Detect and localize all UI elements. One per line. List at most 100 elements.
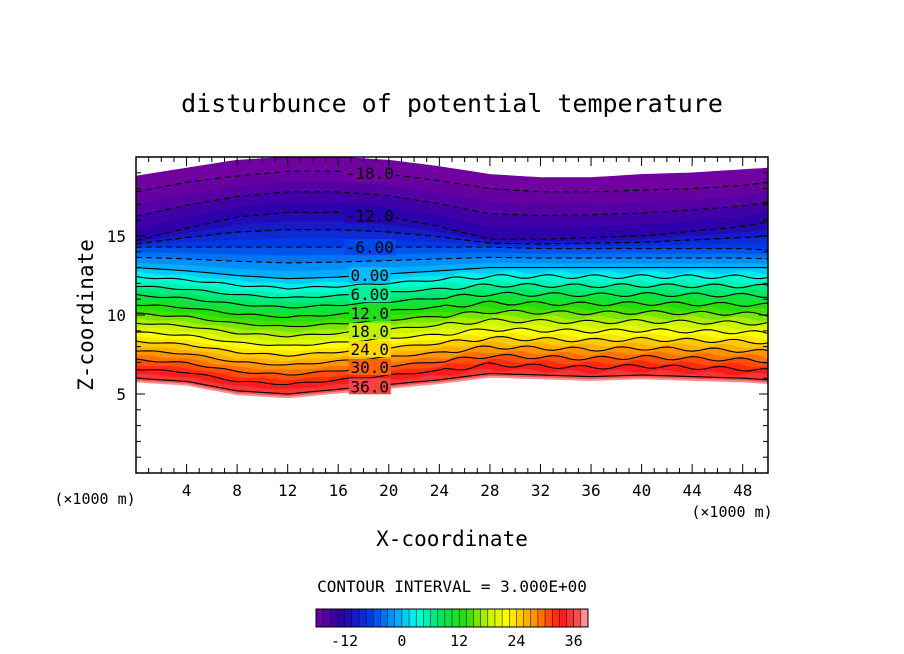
x-tick-label: 40 [632,481,651,500]
contour-line [136,362,768,386]
colorbar-cell [409,609,417,627]
x-tick-label: 20 [379,481,398,500]
colorbar-cell [366,609,374,627]
colorbar-cell [537,609,546,627]
colorbar-cell [344,609,353,627]
contour-line-layer [136,170,768,395]
contour-level-label: -18.0 [346,164,394,183]
contour-line [136,282,768,299]
x-tick-label: 28 [480,481,499,500]
colorbar-cell [330,609,338,627]
colorbar-cell [423,609,431,627]
contour-label-bg [344,239,396,256]
contour-level-label: 24.0 [351,340,390,359]
colorbar-cell [401,609,410,627]
colorbar-cell [580,609,589,627]
x-tick-label: 44 [683,481,702,500]
contour-label-layer: -18.0 -12.0 -6.00 0.006.0012.018.024.030.03… [344,164,396,396]
contour-line [136,318,768,338]
x-tick-label: 36 [581,481,600,500]
x-tick-label: 12 [278,481,297,500]
contour-level-label: 18.0 [351,322,390,341]
colorbar-tick-label: 24 [507,632,525,650]
contour-level-label: 0.00 [351,266,390,285]
colorbar-cell [545,609,553,627]
colorbar-cell [380,609,388,627]
colorbar-cell [573,609,582,627]
contour-label-bg [348,267,391,284]
colorbar-cell [480,609,489,627]
colorbar-cell [316,609,324,627]
colorbar-cell [437,609,446,627]
colorbar-cell [337,609,345,627]
colorbar-cell [552,609,560,627]
contour-label-bg [344,207,396,224]
colorbar-cell [430,609,438,627]
colorbar-cell [516,609,524,627]
y-tick-label: 10 [107,306,126,325]
contour-level-label: 30.0 [351,358,390,377]
contour-line [136,309,768,328]
colorbar-cell [473,609,481,627]
x-axis-label: X-coordinate [376,527,528,551]
contour-label-bg [348,341,391,357]
contour-line [136,229,768,245]
colorbar-tick-label: 12 [450,632,468,650]
colorbar-cell [530,609,539,627]
contour-label-bg [348,359,391,375]
contour-line [136,246,768,251]
contour-label-bg [348,323,391,340]
colorbar-tick-label: 0 [397,632,406,650]
contour-fill-layer [136,157,768,399]
contour-label-bg [348,304,391,321]
colorbar-cell [566,609,574,627]
y-tick-label: 5 [116,385,126,404]
x-tick-label: 8 [232,481,242,500]
contour-line [136,336,768,357]
contour-line [136,191,768,217]
colorbar-cell [466,609,474,627]
colorbar-cell [351,609,360,627]
contour-line [136,300,768,318]
contour-level-label: -6.00 [346,238,394,257]
contour-line [136,372,768,395]
x-tick-label: 32 [531,481,550,500]
colorbar-tick-label: 36 [565,632,583,650]
y-tick-label: 15 [107,227,126,246]
colorbar-cell [509,609,517,627]
contour-line [136,267,768,280]
contour-line [136,256,768,264]
y-axis-label: Z-coordinate [74,239,98,391]
colorbar-frame [315,608,589,628]
x-axis-unit-left: (×1000 m) [54,490,135,508]
contour-label-bg [348,286,391,303]
chart-title: disturbunce of potential temperature [181,89,723,118]
contour-level-label: 6.00 [351,285,390,304]
contour-line [136,345,768,366]
y-axis-ticks: 5 10 15 [107,172,768,458]
colorbar-tick-label: -12 [331,632,358,650]
colorbar-cell [358,609,367,627]
contour-line [136,353,768,376]
contour-interval-label: CONTOUR INTERVAL = 3.000E+00 [317,577,587,596]
colorbar-cell [323,609,331,627]
colorbar-cell [559,609,567,627]
colorbar-cell [502,609,510,627]
contour-level-label: -12.0 [346,206,394,225]
x-tick-label: 4 [182,481,192,500]
colorbar-cell [444,609,453,627]
contour-level-label: 36.0 [351,377,390,396]
colorbar-cell [387,609,396,627]
colorbar-cell [494,609,503,627]
colorbar-ticks: -12 0 12 24 36 [331,632,583,650]
contour-line [136,291,768,309]
x-tick-label: 16 [329,481,348,500]
colorbar-cell [487,609,496,627]
contour-line [136,211,768,242]
colorbar-cell [373,609,381,627]
contour-label-bg [344,165,396,182]
colorbar-cell [452,609,460,627]
contour-line [136,327,768,346]
colorbar-cell [459,609,467,627]
